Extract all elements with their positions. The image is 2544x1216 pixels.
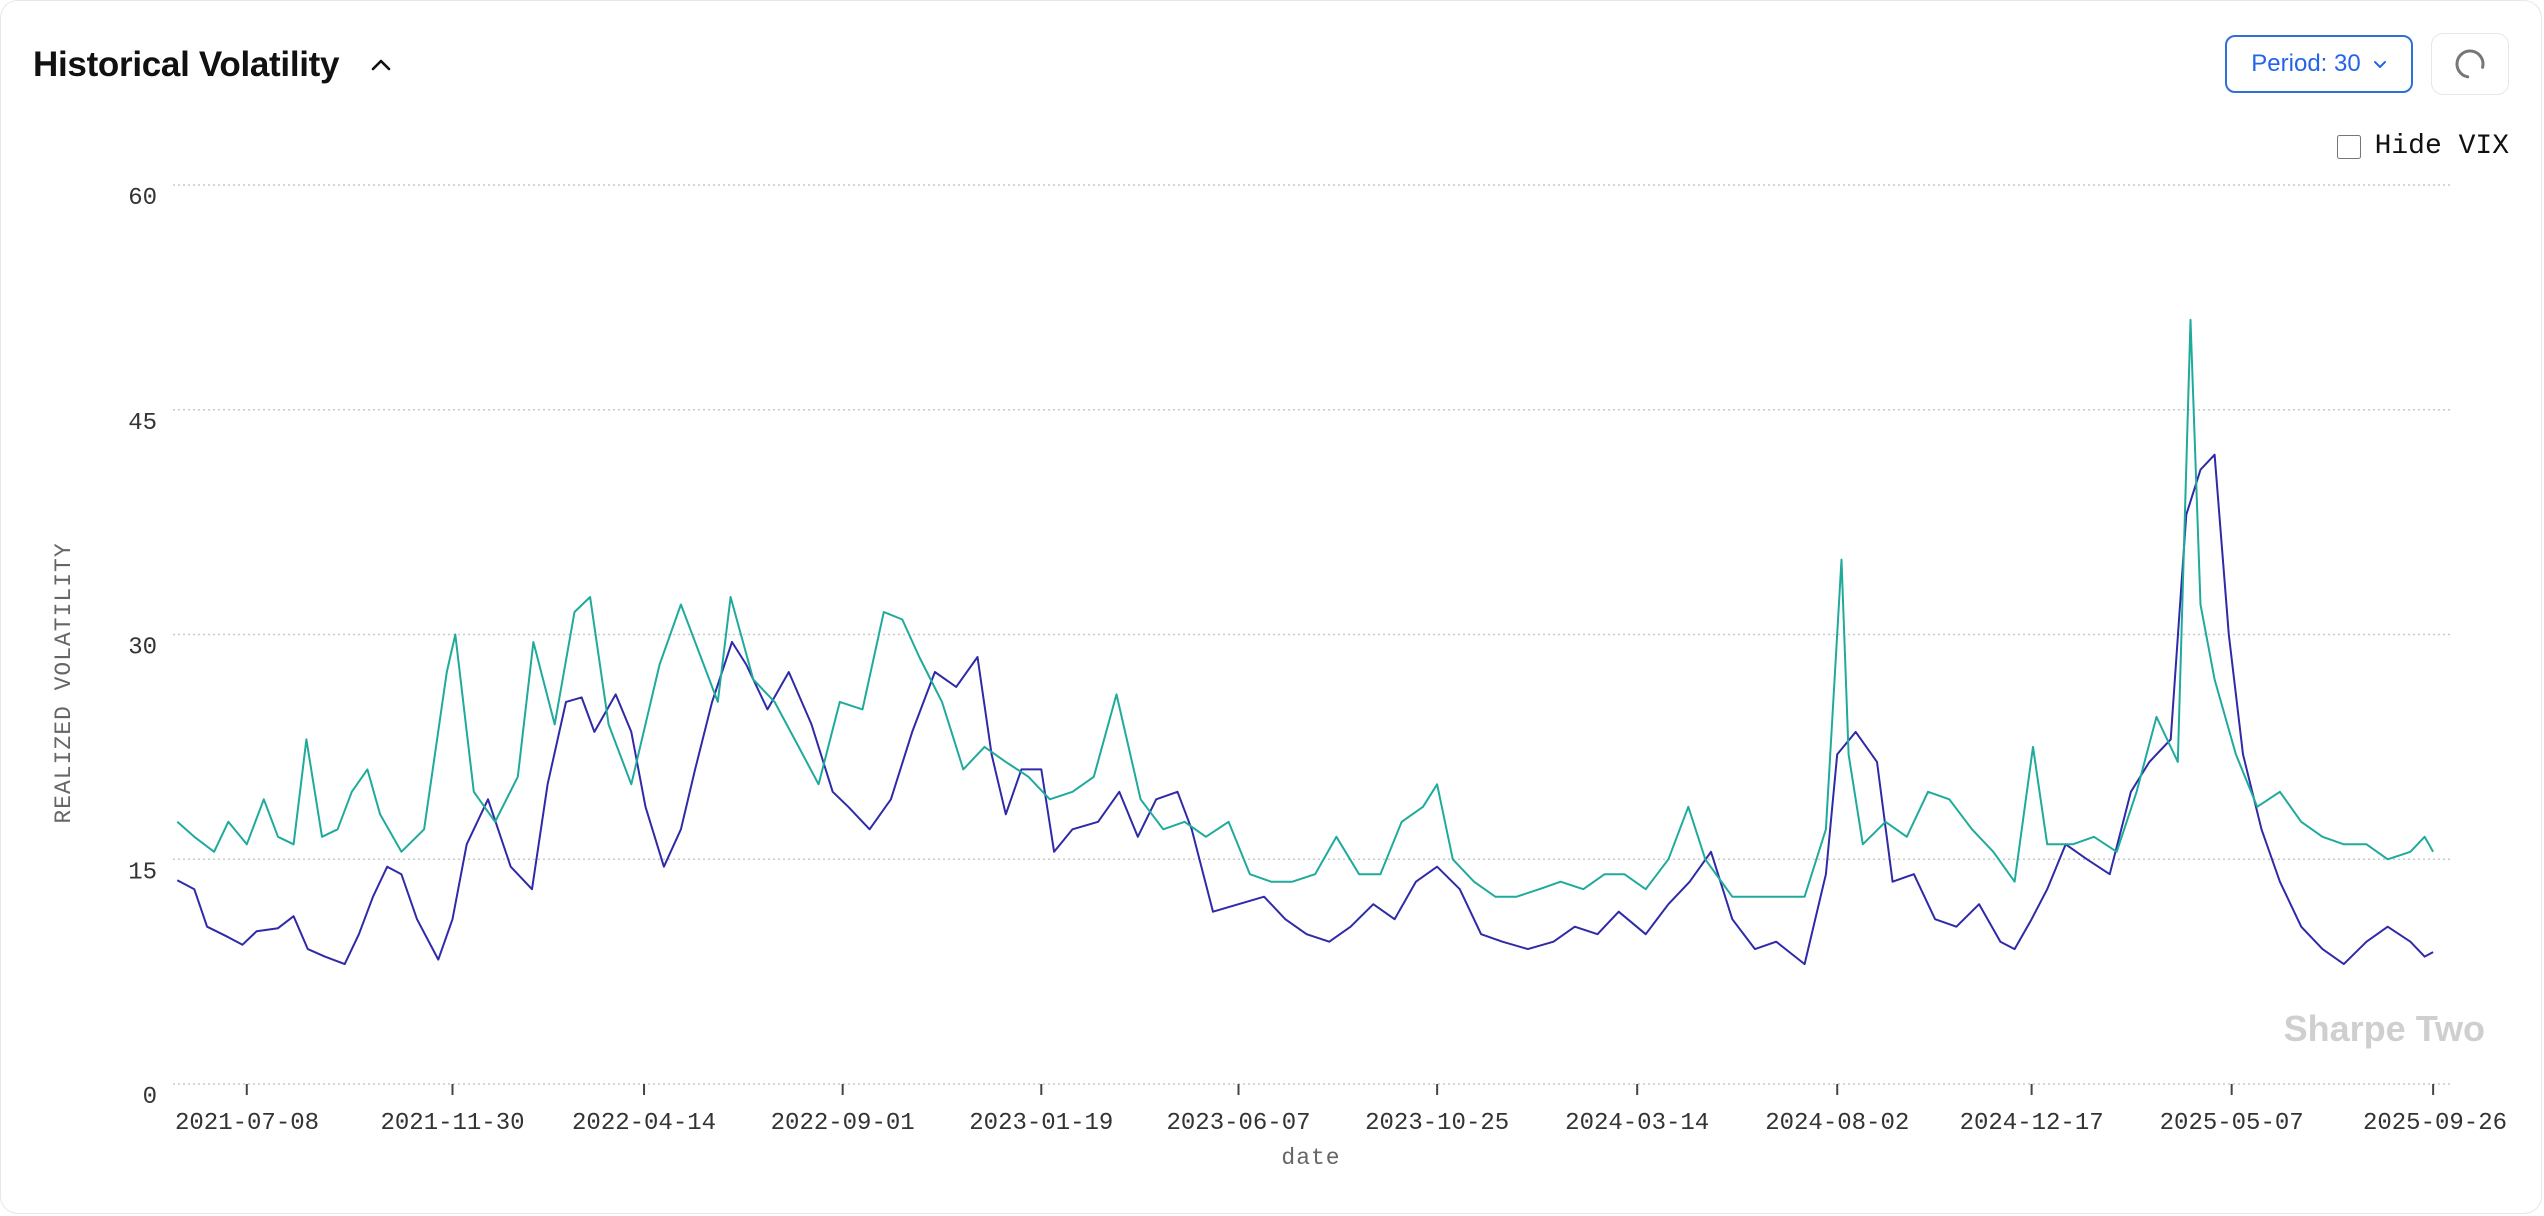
chevron-up-icon (371, 59, 391, 71)
y-tick-label: 0 (143, 1084, 157, 1111)
y-axis-title: REALIZED VOLATILITY (51, 542, 77, 823)
x-tick-label: 2023-10-25 (1365, 1110, 1509, 1137)
card-title: Historical Volatility (33, 45, 340, 84)
x-tick-label: 2025-09-26 (2363, 1110, 2507, 1137)
y-tick-label: 30 (128, 635, 157, 662)
header-controls: Period: 30 (2225, 33, 2509, 95)
collapse-button[interactable] (363, 47, 399, 83)
x-tick-label: 2024-03-14 (1565, 1110, 1709, 1137)
loading-spinner-icon (2455, 49, 2485, 79)
vix-series-line (176, 318, 2434, 898)
series-lines (176, 318, 2434, 966)
period-select-label: Period: 30 (2251, 50, 2361, 77)
y-tick-label: 15 (128, 859, 157, 886)
x-tick-label: 2022-09-01 (771, 1110, 915, 1137)
grid-lines (173, 184, 2453, 1085)
hide-vix-label: Hide VIX (2374, 131, 2509, 162)
x-tick-label: 2022-04-14 (572, 1110, 716, 1137)
watermark: Sharpe Two (2284, 1008, 2485, 1049)
period-select[interactable]: Period: 30 (2225, 35, 2413, 93)
card-header: Historical Volatility (33, 37, 399, 93)
y-tick-label: 45 (128, 410, 157, 437)
x-tick-label: 2023-01-19 (969, 1110, 1113, 1137)
hide-vix-toggle[interactable]: Hide VIX (2336, 131, 2509, 162)
x-axis-title: date (1281, 1145, 1340, 1171)
x-tick-label: 2024-08-02 (1765, 1110, 1909, 1137)
refresh-button[interactable] (2431, 33, 2509, 95)
x-tick-label: 2021-07-08 (175, 1110, 319, 1137)
x-tick-label: 2025-05-07 (2160, 1110, 2304, 1137)
realized-series-line (176, 453, 2434, 966)
hide-vix-checkbox[interactable] (2336, 134, 2361, 159)
y-axis: 0 15 30 45 60 (128, 185, 157, 1111)
x-tick-label: 2023-06-07 (1166, 1110, 1310, 1137)
x-tick-label: 2024-12-17 (1960, 1110, 2104, 1137)
y-tick-label: 60 (128, 185, 157, 212)
x-axis: 2021-07-08 2021-11-30 2022-04-14 2022-09-01… (175, 1084, 2507, 1137)
x-tick-label: 2021-11-30 (380, 1110, 524, 1137)
chevron-down-icon (2373, 61, 2386, 68)
